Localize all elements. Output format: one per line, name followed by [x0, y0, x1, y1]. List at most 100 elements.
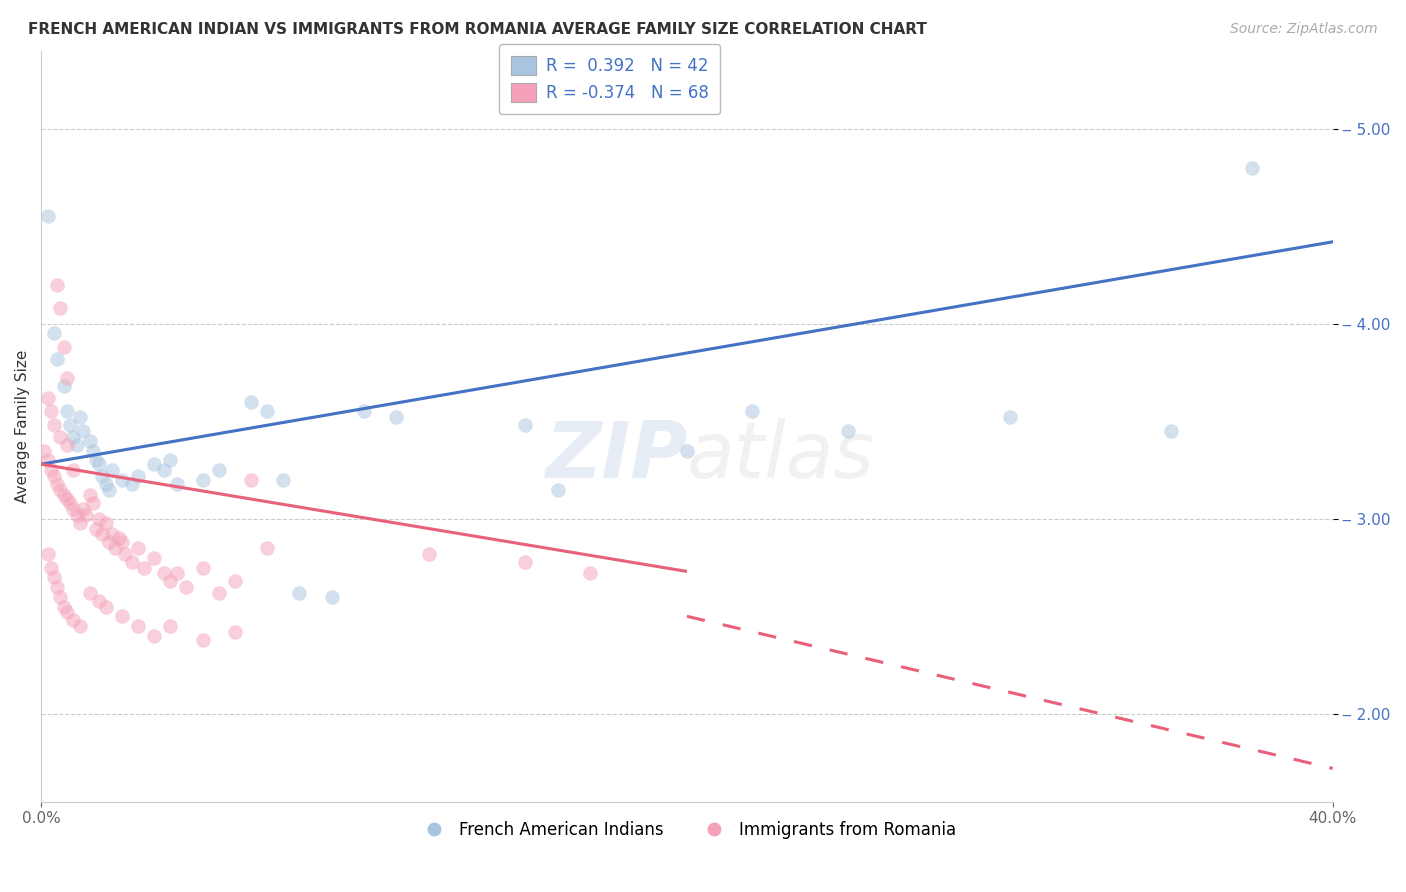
Point: [39, 463, 62, 477]
Point: [97, 535, 120, 549]
Point: [321, 590, 343, 604]
Point: [49, 590, 72, 604]
Point: [46, 476, 69, 491]
Point: [271, 473, 294, 487]
Point: [42, 468, 65, 483]
Point: [79, 488, 101, 502]
Point: [91, 468, 114, 483]
Point: [104, 541, 127, 555]
Point: [37, 453, 59, 467]
Point: [176, 580, 198, 594]
Point: [49, 483, 72, 497]
Point: [46, 351, 69, 366]
Point: [69, 516, 91, 530]
Point: [72, 502, 94, 516]
Point: [52, 599, 75, 614]
Point: [82, 496, 104, 510]
Point: [94, 599, 117, 614]
Point: [159, 453, 181, 467]
Point: [75, 508, 97, 522]
Point: [56, 606, 79, 620]
Point: [208, 463, 231, 477]
Point: [66, 437, 89, 451]
Point: [224, 624, 246, 639]
Point: [46, 580, 69, 594]
Point: [52, 340, 75, 354]
Point: [385, 410, 408, 425]
Point: [191, 560, 214, 574]
Point: [56, 492, 79, 507]
Text: ZIP: ZIP: [544, 418, 688, 494]
Point: [107, 531, 129, 545]
Point: [208, 586, 231, 600]
Point: [79, 586, 101, 600]
Point: [353, 404, 375, 418]
Text: FRENCH AMERICAN INDIAN VS IMMIGRANTS FROM ROMANIA AVERAGE FAMILY SIZE CORRELATIO: FRENCH AMERICAN INDIAN VS IMMIGRANTS FRO…: [28, 22, 927, 37]
Point: [37, 210, 59, 224]
Point: [59, 418, 82, 433]
Legend: French American Indians, Immigrants from Romania: French American Indians, Immigrants from…: [411, 814, 963, 846]
Point: [121, 476, 143, 491]
Point: [101, 463, 124, 477]
Point: [62, 502, 84, 516]
Point: [111, 535, 134, 549]
Point: [134, 560, 156, 574]
Point: [676, 443, 699, 458]
Point: [101, 527, 124, 541]
Point: [143, 629, 166, 643]
Point: [166, 566, 188, 581]
Point: [127, 468, 149, 483]
Point: [191, 632, 214, 647]
Point: [224, 574, 246, 589]
Text: atlas: atlas: [688, 418, 875, 494]
Point: [127, 541, 149, 555]
Point: [37, 547, 59, 561]
Point: [56, 404, 79, 418]
Point: [256, 541, 278, 555]
Point: [72, 424, 94, 438]
Point: [143, 457, 166, 471]
Point: [49, 301, 72, 315]
Point: [240, 394, 263, 409]
Point: [62, 430, 84, 444]
Point: [515, 418, 537, 433]
Point: [579, 566, 602, 581]
Point: [89, 457, 111, 471]
Point: [1160, 424, 1182, 438]
Point: [240, 473, 263, 487]
Text: Source: ZipAtlas.com: Source: ZipAtlas.com: [1230, 22, 1378, 37]
Point: [547, 483, 569, 497]
Point: [127, 619, 149, 633]
Point: [143, 550, 166, 565]
Point: [998, 410, 1021, 425]
Point: [49, 430, 72, 444]
Point: [418, 547, 440, 561]
Point: [62, 463, 84, 477]
Point: [741, 404, 763, 418]
Point: [288, 586, 311, 600]
Point: [52, 488, 75, 502]
Point: [62, 613, 84, 627]
Point: [37, 391, 59, 405]
Point: [97, 483, 120, 497]
Point: [42, 570, 65, 584]
Y-axis label: Average Family Size: Average Family Size: [15, 350, 30, 503]
Point: [159, 574, 181, 589]
Point: [66, 508, 89, 522]
Point: [1241, 161, 1264, 175]
Point: [56, 437, 79, 451]
Point: [42, 418, 65, 433]
Point: [79, 434, 101, 448]
Point: [82, 443, 104, 458]
Point: [84, 453, 107, 467]
Point: [94, 516, 117, 530]
Point: [111, 473, 134, 487]
Point: [34, 443, 56, 458]
Point: [69, 619, 91, 633]
Point: [191, 473, 214, 487]
Point: [46, 277, 69, 292]
Point: [91, 527, 114, 541]
Point: [39, 404, 62, 418]
Point: [69, 410, 91, 425]
Point: [111, 609, 134, 624]
